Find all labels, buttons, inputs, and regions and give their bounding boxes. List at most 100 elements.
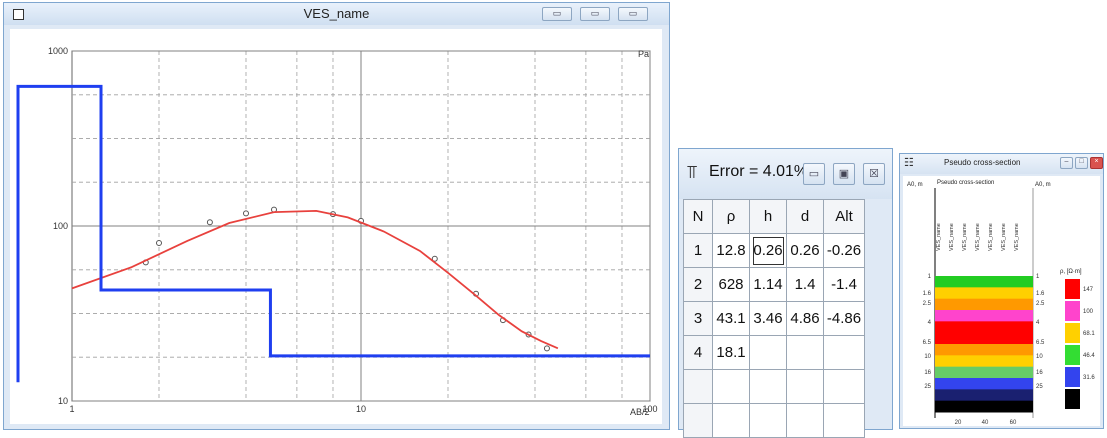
rho-cell[interactable]: 12.8 (712, 233, 750, 268)
resistivity-band (935, 332, 1033, 345)
column-label: VES_name (1001, 223, 1007, 251)
h-cell[interactable] (749, 403, 787, 438)
model-window: ⫪ Error = 4.01% ▭ ▣ ☒ N ρ h d Alt 1 12.8… (678, 148, 893, 438)
ves-grid (71, 50, 651, 402)
pseudo-plot-area[interactable]: A0, m Pseudo cross-section A0, m ρ, [Ω·m… (903, 176, 1100, 426)
model-titlebar[interactable]: ⫪ Error = 4.01% ▭ ▣ ☒ (679, 149, 892, 199)
ves-window: VES_name ▭ ▭ ▭ 10 100 1000 1 10 100 Pa AB/2 (3, 2, 670, 430)
rho-cell[interactable]: 43.1 (712, 301, 750, 336)
x-tick-label: 1 (69, 404, 74, 414)
x-axis-label: AB/2 (630, 407, 650, 417)
depth-label: 4 (928, 320, 932, 326)
right-axis-label: A0, m (1035, 182, 1051, 188)
resistivity-band (935, 276, 1033, 288)
depth-label: 2.5 (1036, 301, 1045, 307)
resistivity-band (935, 321, 1033, 334)
table-row: 4 18.1 (683, 335, 865, 370)
maximize-button[interactable]: ▭ (580, 7, 610, 21)
column-label: VES_name (1014, 223, 1020, 251)
ves-plot-area[interactable]: 10 100 1000 1 10 100 Pa AB/2 (10, 29, 662, 424)
window-icon[interactable]: ☷ (904, 157, 914, 169)
ves-titlebar[interactable]: VES_name ▭ ▭ ▭ (4, 3, 669, 25)
column-header-rho[interactable]: ρ (712, 199, 750, 234)
alt-cell[interactable] (823, 403, 865, 438)
row-number[interactable] (683, 403, 713, 438)
rho-cell[interactable] (712, 369, 750, 404)
alt-cell[interactable] (823, 335, 865, 370)
depth-label: 1.6 (923, 291, 932, 297)
y-tick-label: 1000 (48, 46, 68, 56)
minimize-button[interactable]: ▭ (803, 163, 825, 185)
pseudo-section-window: ☷ Pseudo cross-section – □ × A0, m Pseud… (899, 153, 1104, 429)
column-header-h[interactable]: h (749, 199, 787, 234)
depth-labels: 1 1 1.6 1.6 2.5 2.5 4 4 6.5 6.5 10 10 16 16 25 25 (923, 274, 1045, 390)
row-number[interactable]: 2 (683, 267, 713, 302)
h-cell[interactable] (749, 335, 787, 370)
model-line (16, 84, 650, 383)
depth-label: 16 (924, 370, 931, 376)
row-number[interactable]: 4 (683, 335, 713, 370)
error-label: Error = 4.01% (709, 163, 809, 180)
rho-cell[interactable]: 628 (712, 267, 750, 302)
ves-series (16, 84, 650, 383)
h-cell[interactable]: 3.46 (749, 301, 787, 336)
table-icon[interactable]: ⫪ (687, 162, 698, 182)
column-label: VES_name (936, 223, 942, 251)
close-button[interactable]: ☒ (863, 163, 885, 185)
depth-label: 1.6 (1036, 291, 1045, 297)
h-cell[interactable]: 1.14 (749, 267, 787, 302)
pseudo-subtitle: Pseudo cross-section (937, 180, 994, 186)
column-header-d[interactable]: d (786, 199, 824, 234)
maximize-button[interactable]: □ (1075, 157, 1088, 169)
x-labels: 20 40 60 (955, 420, 1017, 426)
depth-label: 1 (928, 274, 932, 280)
measured-point (543, 345, 550, 352)
row-number[interactable]: 3 (683, 301, 713, 336)
model-table: N ρ h d Alt 1 12.8 0.26 0.26 -0.26 2 628… (683, 199, 865, 438)
depth-label: 1 (1036, 274, 1040, 280)
rho-cell[interactable] (712, 403, 750, 438)
alt-cell[interactable] (823, 369, 865, 404)
minimize-button[interactable]: ▭ (542, 7, 572, 21)
table-row: 3 43.1 3.46 4.86 -4.86 (683, 301, 865, 336)
legend-swatch (1065, 389, 1080, 409)
y-tick-label: 100 (53, 221, 68, 231)
system-menu-icon[interactable] (13, 9, 24, 20)
depth-label: 6.5 (1036, 340, 1045, 346)
h-cell[interactable] (749, 369, 787, 404)
d-cell[interactable] (786, 369, 824, 404)
minimize-button[interactable]: – (1060, 157, 1073, 169)
legend-label: 31.6 (1083, 375, 1095, 381)
legend-swatch (1065, 301, 1080, 321)
d-cell[interactable]: 1.4 (786, 267, 824, 302)
x-label: 60 (1010, 420, 1017, 426)
legend-swatch (1065, 323, 1080, 343)
legend-label: 68.1 (1083, 331, 1095, 337)
row-number[interactable] (683, 369, 713, 404)
close-button[interactable]: × (1090, 157, 1103, 169)
d-cell[interactable]: 0.26 (786, 233, 824, 268)
d-cell[interactable] (786, 403, 824, 438)
d-cell[interactable] (786, 335, 824, 370)
measured-point (242, 210, 249, 217)
close-button[interactable]: ▭ (618, 7, 648, 21)
alt-cell[interactable]: -4.86 (823, 301, 865, 336)
resistivity-band (935, 287, 1033, 300)
alt-cell[interactable]: -1.4 (823, 267, 865, 302)
h-cell[interactable]: 0.26 (749, 233, 787, 268)
maximize-button[interactable]: ▣ (833, 163, 855, 185)
calculated-curve (71, 209, 559, 350)
alt-cell[interactable]: -0.26 (823, 233, 865, 268)
rho-cell[interactable]: 18.1 (712, 335, 750, 370)
depth-label: 10 (1036, 354, 1043, 360)
legend-label: 100 (1083, 309, 1094, 315)
d-cell[interactable]: 4.86 (786, 301, 824, 336)
column-header-n[interactable]: N (683, 199, 713, 234)
column-header-alt[interactable]: Alt (823, 199, 865, 234)
x-tick-label: 100 (642, 404, 657, 414)
row-number[interactable]: 1 (683, 233, 713, 268)
resistivity-band (935, 344, 1033, 356)
legend-swatch (1065, 345, 1080, 365)
pseudo-titlebar[interactable]: ☷ Pseudo cross-section – □ × (900, 154, 1103, 174)
